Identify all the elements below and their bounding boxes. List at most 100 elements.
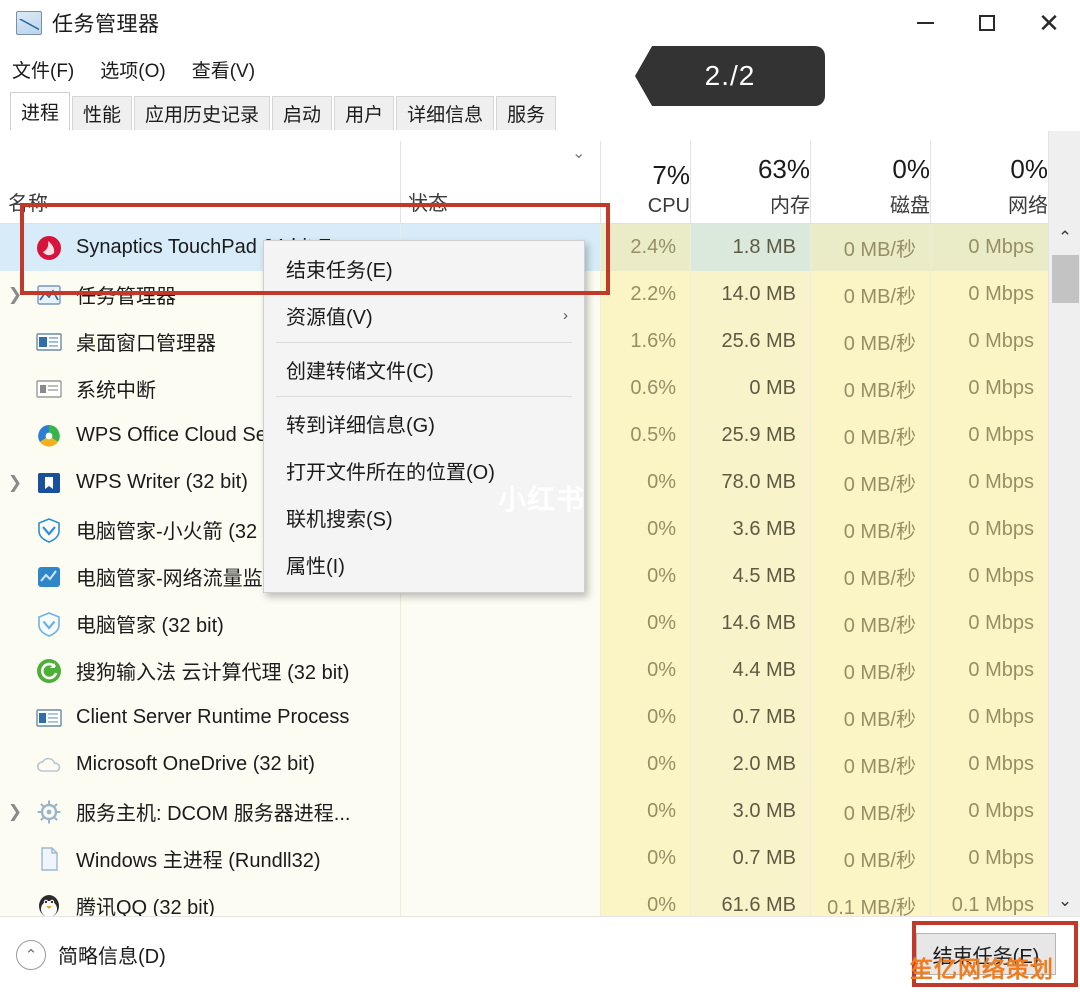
context-menu-item-label: 转到详细信息(G) <box>286 415 435 437</box>
row-memory-cell: 14.0 MB <box>690 271 810 318</box>
row-cpu-cell: 0% <box>647 518 676 540</box>
context-menu-separator <box>276 396 572 397</box>
row-network-cell: 0 Mbps <box>968 330 1034 352</box>
minimize-button[interactable] <box>894 0 956 46</box>
table-row[interactable]: Client Server Runtime Process 0% 0.7 MB 0 M… <box>0 694 1080 741</box>
onedrive-icon <box>32 750 66 780</box>
row-cpu-cell: 0% <box>647 706 676 728</box>
menu-item-file[interactable]: 文件(F) <box>12 60 75 82</box>
scroll-up-icon[interactable]: ⌃ <box>1057 228 1073 247</box>
column-header-disk[interactable]: 0% 磁盘 <box>890 154 930 217</box>
process-name: 服务主机: DCOM 服务器进程... <box>76 803 351 825</box>
row-disk-cell: 0 MB/秒 <box>843 850 916 872</box>
table-row[interactable]: Microsoft OneDrive (32 bit) 0% 2.0 MB 0 MB/… <box>0 741 1080 788</box>
menu-item-view[interactable]: 查看(V) <box>191 60 256 82</box>
row-name-cell: 电脑管家-小火箭 (32 bit) <box>0 506 408 553</box>
pc-manager-icon <box>32 609 66 639</box>
context-menu-item-2[interactable]: 创建转储文件(C) <box>264 346 584 393</box>
tab-2[interactable]: 应用历史记录 <box>134 96 271 130</box>
column-header-memory[interactable]: 63% 内存 <box>757 154 810 217</box>
column-header-status[interactable]: 状态 <box>408 193 448 215</box>
row-name-cell: ❯ 服务主机: DCOM 服务器进程... <box>0 788 408 835</box>
row-name-cell: Windows 主进程 (Rundll32) <box>0 835 408 882</box>
maximize-button[interactable] <box>956 0 1018 46</box>
column-header-network[interactable]: 0% 网络 <box>1008 154 1048 217</box>
tab-1[interactable]: 性能 <box>72 96 133 130</box>
scrollbar-thumb[interactable] <box>1052 255 1079 303</box>
process-name: 电脑管家-小火箭 (32 bit) <box>76 521 291 543</box>
chevron-down-icon[interactable]: ⌄ <box>572 145 586 162</box>
row-network-cell: 0 Mbps <box>968 847 1034 869</box>
windows-host-icon <box>32 844 66 874</box>
tab-6[interactable]: 服务 <box>496 96 557 130</box>
scroll-down-icon[interactable]: ⌄ <box>1057 891 1073 910</box>
context-menu-item-6[interactable]: 属性(I) <box>264 541 584 588</box>
column-header-cpu[interactable]: 7% CPU <box>647 160 690 217</box>
brief-info-toggle[interactable]: ⌃ 简略信息(D) <box>16 939 166 970</box>
row-disk-cell: 0 MB/秒 <box>843 568 916 590</box>
window-manager-icon <box>32 327 66 357</box>
row-cpu-cell: 0% <box>647 612 676 634</box>
context-menu-item-1[interactable]: 资源值(V) › <box>264 292 584 339</box>
row-name-cell: Microsoft OneDrive (32 bit) <box>0 741 408 788</box>
process-name: 任务管理器 <box>76 286 176 308</box>
menu-bar: 文件(F) 选项(O) 查看(V) <box>0 52 1080 86</box>
column-header-name[interactable]: 名称 <box>8 193 48 215</box>
chevron-right-icon[interactable]: ❯ <box>7 801 23 821</box>
row-disk-cell: 0 MB/秒 <box>843 286 916 308</box>
row-name-cell: Client Server Runtime Process <box>0 694 408 741</box>
context-menu-item-5[interactable]: 联机搜索(S) <box>264 494 584 541</box>
row-network-cell: 0.1 Mbps <box>951 894 1034 916</box>
row-disk-cell: 0 MB/秒 <box>843 474 916 496</box>
context-menu-item-4[interactable]: 打开文件所在的位置(O) <box>264 447 584 494</box>
watermark-xiaohongshu: 小红书 <box>498 484 586 515</box>
window-controls: ✕ <box>894 0 1080 46</box>
row-cpu-cell: 0.5% <box>630 424 676 446</box>
row-cpu-cell: 0% <box>647 659 676 681</box>
process-name: Client Server Runtime Process <box>76 706 350 728</box>
row-name-cell: 桌面窗口管理器 <box>0 318 408 365</box>
row-memory-cell: 3.6 MB <box>690 506 810 553</box>
context-menu-item-label: 联机搜索(S) <box>286 509 393 531</box>
context-menu-item-label: 资源值(V) <box>286 307 373 329</box>
row-memory-cell: 4.5 MB <box>690 553 810 600</box>
table-row[interactable]: 搜狗输入法 云计算代理 (32 bit) 0% 4.4 MB 0 MB/秒 0 Mbps <box>0 647 1080 694</box>
process-name: 搜狗输入法 云计算代理 (32 bit) <box>76 662 350 684</box>
tab-5[interactable]: 详细信息 <box>396 96 495 130</box>
context-menu-item-3[interactable]: 转到详细信息(G) <box>264 400 584 447</box>
process-name: 系统中断 <box>76 380 156 402</box>
row-name-cell: WPS Office Cloud Service <box>0 412 408 459</box>
table-row[interactable]: ❯ 服务主机: DCOM 服务器进程... 0% 3.0 MB 0 MB/秒 0 Mbps <box>0 788 1080 835</box>
tab-4[interactable]: 用户 <box>334 96 395 130</box>
brief-info-label: 简略信息(D) <box>58 946 166 968</box>
table-row[interactable]: 腾讯QQ (32 bit) 0% 61.6 MB 0.1 MB/秒 0.1 Mbps <box>0 882 1080 916</box>
tab-3[interactable]: 启动 <box>272 96 333 130</box>
row-disk-cell: 0 MB/秒 <box>843 662 916 684</box>
context-menu-item-0[interactable]: 结束任务(E) <box>264 245 584 292</box>
process-name: 电脑管家 (32 bit) <box>76 615 224 637</box>
table-row[interactable]: 电脑管家 (32 bit) 0% 14.6 MB 0 MB/秒 0 Mbps <box>0 600 1080 647</box>
close-button[interactable]: ✕ <box>1038 8 1060 38</box>
row-memory-cell: 4.4 MB <box>690 647 810 694</box>
sogou-ime-icon <box>32 656 66 686</box>
column-separator <box>690 224 691 916</box>
row-memory-cell: 3.0 MB <box>690 788 810 835</box>
row-disk-cell: 0 MB/秒 <box>843 239 916 261</box>
table-row[interactable]: Windows 主进程 (Rundll32) 0% 0.7 MB 0 MB/秒 0 Mb… <box>0 835 1080 882</box>
chevron-right-icon[interactable]: ❯ <box>7 284 23 304</box>
row-network-cell: 0 Mbps <box>968 659 1034 681</box>
column-separator <box>930 224 931 916</box>
tab-0[interactable]: 进程 <box>10 92 71 130</box>
process-name: 桌面窗口管理器 <box>76 333 216 355</box>
row-disk-cell: 0 MB/秒 <box>843 756 916 778</box>
qq-icon <box>32 891 66 916</box>
menu-item-options[interactable]: 选项(O) <box>100 60 166 82</box>
chevron-right-icon[interactable]: ❯ <box>7 472 23 492</box>
row-memory-cell: 25.9 MB <box>690 412 810 459</box>
wps-cloud-icon <box>32 421 66 451</box>
chevron-right-icon: › <box>563 307 568 324</box>
title-bar: 任务管理器 ✕ <box>0 0 1080 46</box>
end-task-button[interactable]: 结束任务(E) <box>916 933 1056 975</box>
vertical-scrollbar[interactable]: ⌃ ⌄ <box>1048 131 1080 916</box>
